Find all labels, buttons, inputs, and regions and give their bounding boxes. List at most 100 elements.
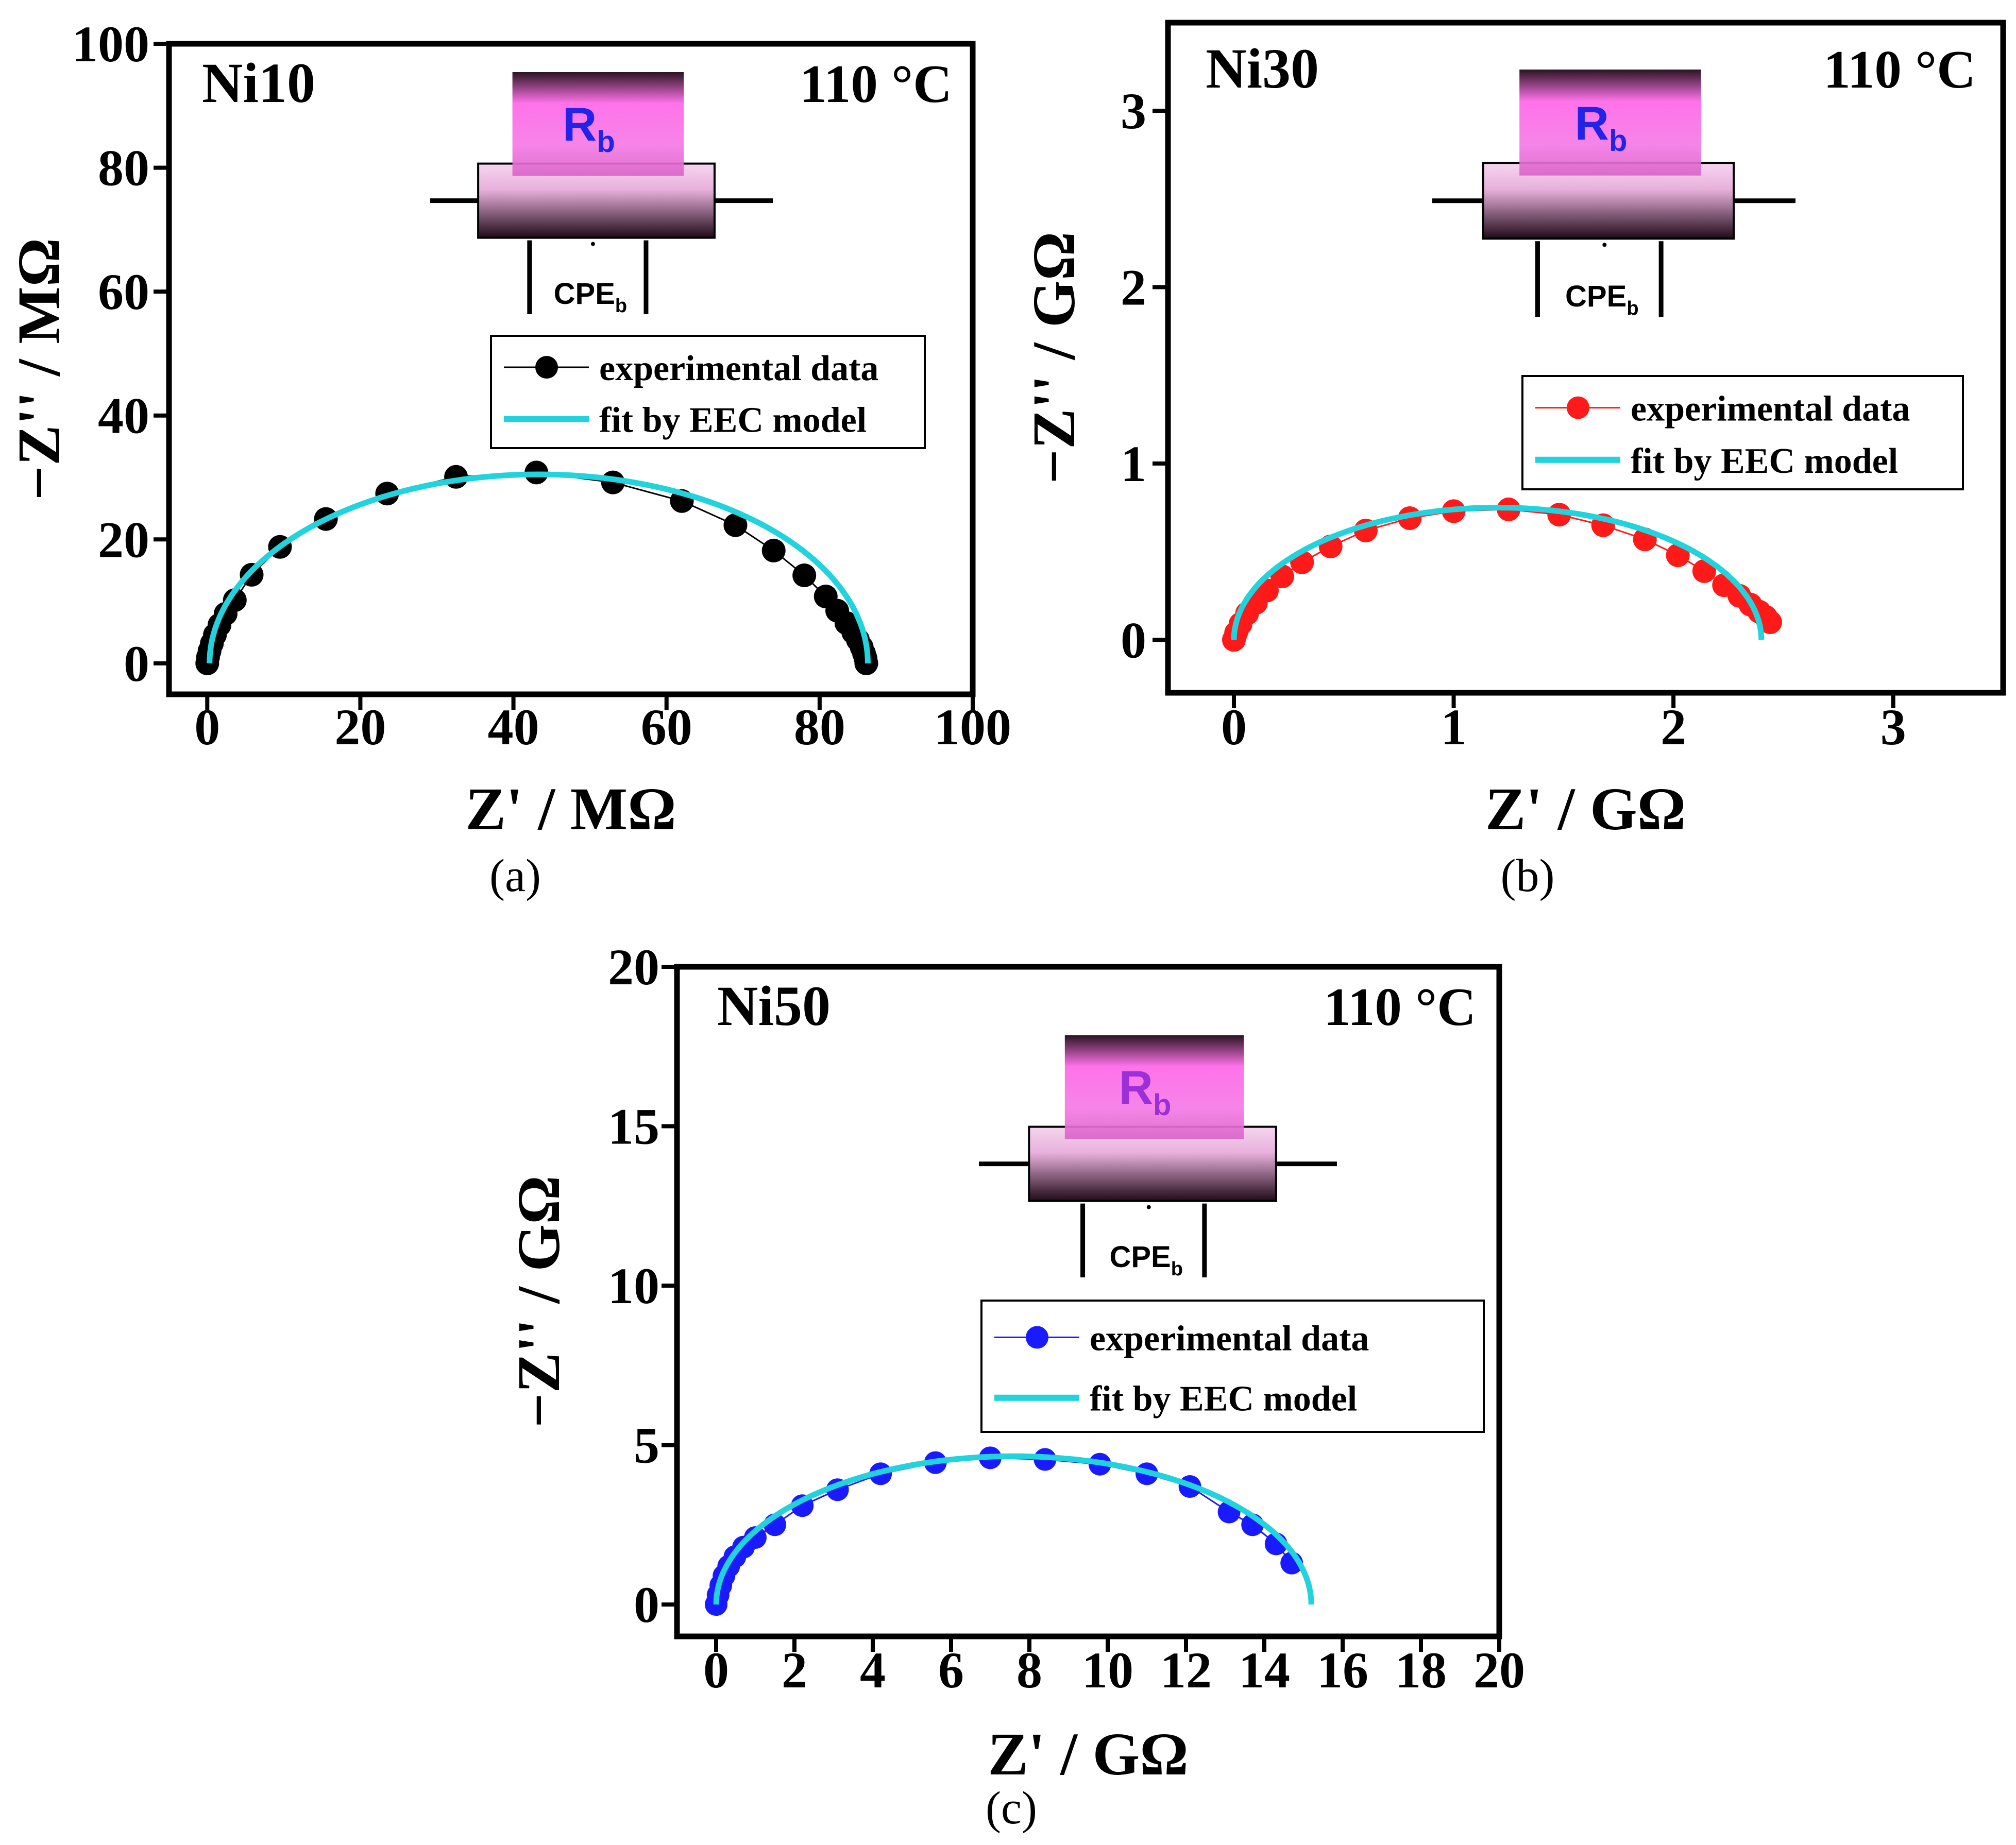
data-point <box>1692 559 1716 583</box>
x-tick-label: 4 <box>860 1642 886 1699</box>
experimental-line <box>715 1457 1293 1605</box>
panel-ni10: 0 20 40 60 80 100 0 20 40 60 80 100 Z' / MΩ −Z'' / MΩ… <box>5 15 1011 901</box>
x-tick-label: 20 <box>334 698 386 756</box>
panel-sublabel: (a) <box>489 850 541 901</box>
temperature-label: 110 °C <box>800 54 952 114</box>
temperature-label: 110 °C <box>1823 39 1976 99</box>
plot-frame <box>166 41 976 697</box>
resistor-label: Rb <box>563 98 615 159</box>
legend: experimental data fit by EEC model <box>490 335 926 449</box>
legend-label-experimental: experimental data <box>599 349 878 388</box>
x-tick-label: 16 <box>1317 1642 1368 1699</box>
experimental-line <box>206 471 867 664</box>
plot-frame <box>1165 20 2006 696</box>
x-tick-label: 100 <box>934 698 1011 756</box>
cpe-subscript: b <box>1627 298 1638 319</box>
y-tick-label: 0 <box>1121 611 1146 669</box>
x-tick-label: 3 <box>1881 698 1906 756</box>
y-tick-label: 40 <box>98 387 149 445</box>
x-tick-label: 2 <box>782 1642 807 1699</box>
x-tick-label: 10 <box>1082 1642 1133 1699</box>
experimental-line <box>1233 508 1771 640</box>
legend-label-fit: fit by EEC model <box>1631 441 1898 481</box>
panel-sublabel: (b) <box>1501 850 1555 901</box>
y-tick-label: 10 <box>608 1257 659 1314</box>
legend-label-experimental: experimental data <box>1090 1319 1369 1358</box>
sample-name: Ni50 <box>717 975 831 1037</box>
cpe-label: CPEb <box>1109 1240 1182 1280</box>
y-tick-label: 15 <box>608 1098 659 1155</box>
panel-sublabel: (c) <box>986 1783 1037 1834</box>
fit-curve <box>1231 504 1765 640</box>
resistor-subscript: b <box>597 125 615 159</box>
x-tick-label: 2 <box>1661 698 1686 756</box>
x-tick-label: 20 <box>1473 1642 1525 1699</box>
x-tick-label: 0 <box>703 1642 729 1699</box>
y-tick-label: 0 <box>124 635 149 692</box>
y-axis-title: −Z'' / GΩ <box>1020 232 1088 484</box>
fit-curve <box>713 1453 1314 1605</box>
x-tick-label: 8 <box>1017 1642 1042 1699</box>
x-axis-title: Z' / GΩ <box>1485 775 1686 843</box>
resistor-body <box>1519 70 1701 176</box>
data-point <box>744 1526 767 1549</box>
cpe-dot <box>590 242 595 246</box>
data-point <box>723 513 748 537</box>
x-tick-label: 60 <box>641 698 692 756</box>
cpe-label: CPEb <box>554 277 627 317</box>
y-tick-label: 60 <box>98 263 149 320</box>
resistor-subscript: b <box>1609 124 1627 158</box>
x-tick-label: 14 <box>1239 1642 1290 1699</box>
x-tick-label: 6 <box>938 1642 964 1699</box>
cpe-dot <box>1602 243 1607 247</box>
x-tick-label: 0 <box>194 698 220 756</box>
sample-name: Ni10 <box>202 52 315 114</box>
y-tick-label: 5 <box>634 1417 659 1474</box>
cpe-subscript: b <box>1171 1258 1183 1280</box>
fit-curve <box>207 471 871 664</box>
resistor-body <box>512 72 684 176</box>
y-tick-label: 0 <box>634 1576 659 1633</box>
y-tick-label: 20 <box>608 938 659 996</box>
equivalent-circuit-inset: Rb CPEb <box>430 72 773 317</box>
cpe-label: CPEb <box>1565 280 1638 319</box>
legend: experimental data fit by EEC model <box>980 1300 1485 1433</box>
y-tick-label: 100 <box>72 15 149 73</box>
x-tick-label: 0 <box>1221 698 1247 756</box>
legend-label-experimental: experimental data <box>1631 389 1910 429</box>
resistor-subscript: b <box>1153 1088 1171 1122</box>
x-tick-label: 40 <box>488 698 539 756</box>
x-tick-label: 80 <box>794 698 845 756</box>
legend-marker-experimental <box>1567 396 1589 419</box>
x-tick-label: 18 <box>1395 1642 1447 1699</box>
y-tick-label: 80 <box>98 140 149 197</box>
legend: experimental data fit by EEC model <box>1521 375 1964 490</box>
temperature-label: 110 °C <box>1324 977 1476 1037</box>
y-axis-title: −Z'' / MΩ <box>5 238 73 500</box>
data-point <box>1758 610 1782 635</box>
y-tick-label: 3 <box>1121 82 1146 140</box>
cpe-subscript: b <box>615 295 627 317</box>
y-tick-label: 20 <box>98 511 149 568</box>
legend-box <box>490 335 926 449</box>
legend-marker-experimental <box>1026 1326 1048 1349</box>
legend-box <box>1521 375 1964 490</box>
x-axis-title: Z' / GΩ <box>988 1720 1189 1788</box>
x-tick-label: 1 <box>1441 698 1467 756</box>
legend-marker-experimental <box>535 356 558 379</box>
cpe-dot <box>1146 1205 1151 1209</box>
plot-frame <box>674 964 1502 1639</box>
panel-ni30: 0 1 2 3 0 1 2 3 Z' / GΩ −Z'' / GΩ Ni30 110 °C (b) exp… <box>1020 20 2006 901</box>
resistor-body <box>1064 1035 1244 1139</box>
y-tick-label: 1 <box>1121 435 1146 492</box>
data-point <box>792 563 817 588</box>
legend-label-fit: fit by EEC model <box>599 400 867 440</box>
data-point <box>223 588 247 612</box>
y-tick-label: 2 <box>1121 259 1146 316</box>
x-axis-title: Z' / MΩ <box>465 775 676 843</box>
x-tick-label: 12 <box>1160 1642 1212 1699</box>
